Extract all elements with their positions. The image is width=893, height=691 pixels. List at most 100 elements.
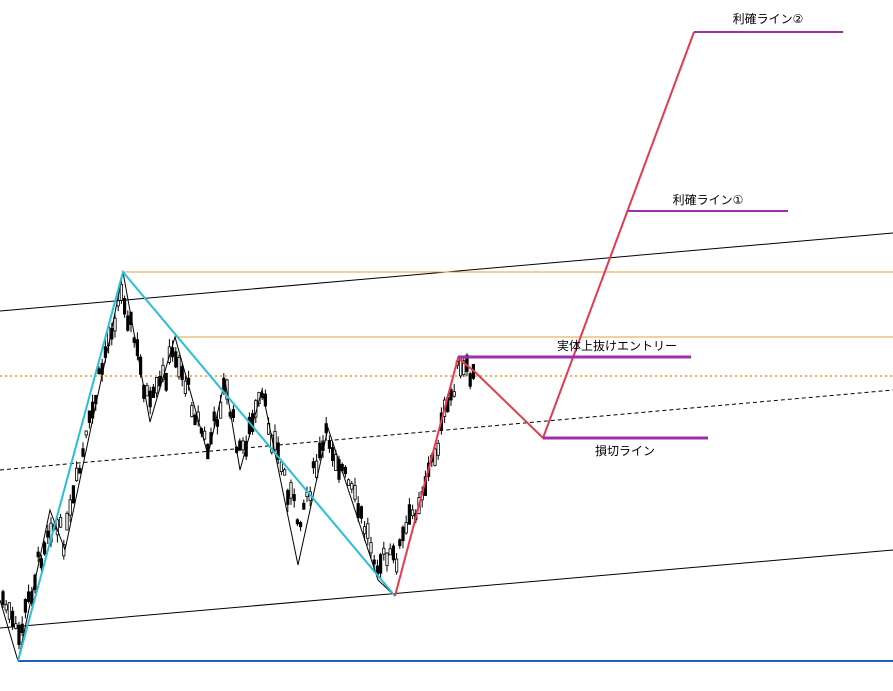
candle-body — [378, 554, 383, 574]
candle-body — [346, 479, 351, 486]
candle-body — [388, 548, 392, 556]
wave-lines — [17, 269, 396, 662]
candle-body — [20, 623, 24, 634]
candle-body — [183, 380, 187, 394]
candle-body — [362, 526, 367, 535]
candle-body — [292, 494, 296, 502]
candle-body — [170, 347, 175, 358]
candle-body — [87, 410, 91, 423]
candle-body — [164, 373, 168, 391]
candle-body — [298, 522, 303, 528]
candle-body — [334, 454, 338, 471]
candle-body — [14, 623, 18, 629]
candle-body — [398, 539, 402, 547]
candle-body — [71, 485, 75, 504]
candle-body — [356, 503, 360, 518]
candle-body — [241, 440, 245, 451]
candle-body — [151, 386, 155, 398]
candle-body — [273, 430, 277, 451]
annotation: 利確ライン② — [733, 11, 804, 26]
candle-body — [17, 624, 21, 645]
candle-body — [385, 552, 389, 566]
candle-body — [158, 376, 162, 387]
candle-body — [337, 459, 341, 480]
candle-body — [394, 558, 399, 573]
annotation: 利確ライン① — [673, 192, 744, 207]
candle-body — [113, 317, 117, 332]
candle-body — [180, 366, 184, 381]
candle-body — [43, 542, 47, 555]
candle-body — [39, 558, 44, 569]
candle-body — [353, 485, 357, 500]
candle-body — [366, 523, 370, 539]
candle-body — [314, 460, 319, 478]
annotation: 損切ライン — [595, 443, 655, 458]
candle-body — [26, 591, 31, 602]
candle-body — [327, 440, 332, 449]
candle-body — [193, 414, 197, 426]
candle-body — [218, 401, 223, 419]
candle-body — [330, 447, 335, 461]
candle-body — [174, 351, 178, 368]
candle-body — [212, 411, 216, 422]
candle-body — [65, 512, 69, 531]
candles — [1, 280, 476, 649]
candle-body — [452, 391, 456, 397]
candle-body — [462, 360, 466, 376]
candle-body — [449, 389, 453, 401]
candle-body — [148, 390, 152, 408]
candle-body — [295, 519, 300, 525]
candle-body — [286, 490, 290, 505]
candle-body — [68, 499, 72, 516]
candle-body — [282, 469, 287, 476]
lower-channel — [0, 549, 893, 629]
candle-body — [7, 602, 11, 620]
candle-body — [401, 526, 405, 542]
candle-body — [372, 559, 376, 565]
candle-body — [154, 376, 159, 394]
candle-body — [350, 483, 354, 490]
candle-body — [468, 373, 472, 387]
candle-body — [78, 467, 82, 474]
candle-body — [436, 442, 440, 456]
zigzag — [0, 271, 396, 662]
candle-body — [75, 467, 79, 482]
candle-body — [391, 545, 396, 561]
candle-body — [84, 430, 88, 436]
candle-body — [190, 405, 194, 418]
candle-body — [410, 509, 415, 517]
candle-body — [318, 442, 322, 459]
candle-body — [81, 448, 85, 457]
candle-body — [119, 283, 123, 301]
candle-body — [36, 551, 40, 558]
candle-body — [23, 599, 28, 613]
candle-body — [145, 385, 149, 397]
candle-body — [324, 423, 328, 434]
candle-body — [359, 506, 364, 519]
candle-body — [231, 409, 235, 419]
candle-body — [1, 591, 5, 605]
candle-body — [202, 430, 207, 440]
candle-body — [311, 461, 316, 469]
candle-body — [343, 466, 348, 475]
candle-body — [10, 610, 15, 627]
candle-body — [215, 419, 219, 427]
middle-channel — [0, 389, 893, 471]
candle-body — [433, 448, 437, 466]
candle-body — [177, 357, 181, 378]
candle-body — [97, 368, 101, 375]
candle-body — [302, 502, 306, 510]
candle-body — [126, 315, 130, 331]
scenario-path — [394, 31, 695, 597]
candle-body — [404, 522, 408, 534]
candle-body — [238, 440, 242, 451]
candle-body — [123, 298, 127, 315]
candle-body — [369, 542, 373, 554]
candle-body — [382, 547, 386, 555]
annotation: 実体上抜けエントリー — [557, 338, 677, 353]
candle-body — [407, 504, 412, 525]
candle-body — [46, 530, 50, 538]
candle-body — [59, 517, 63, 528]
